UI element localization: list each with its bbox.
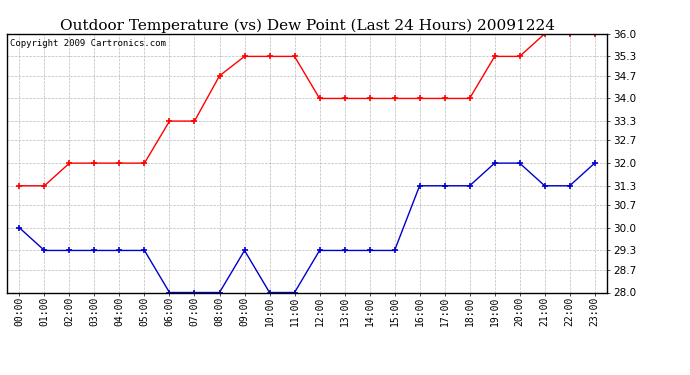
Text: Copyright 2009 Cartronics.com: Copyright 2009 Cartronics.com (10, 39, 166, 48)
Title: Outdoor Temperature (vs) Dew Point (Last 24 Hours) 20091224: Outdoor Temperature (vs) Dew Point (Last… (59, 18, 555, 33)
